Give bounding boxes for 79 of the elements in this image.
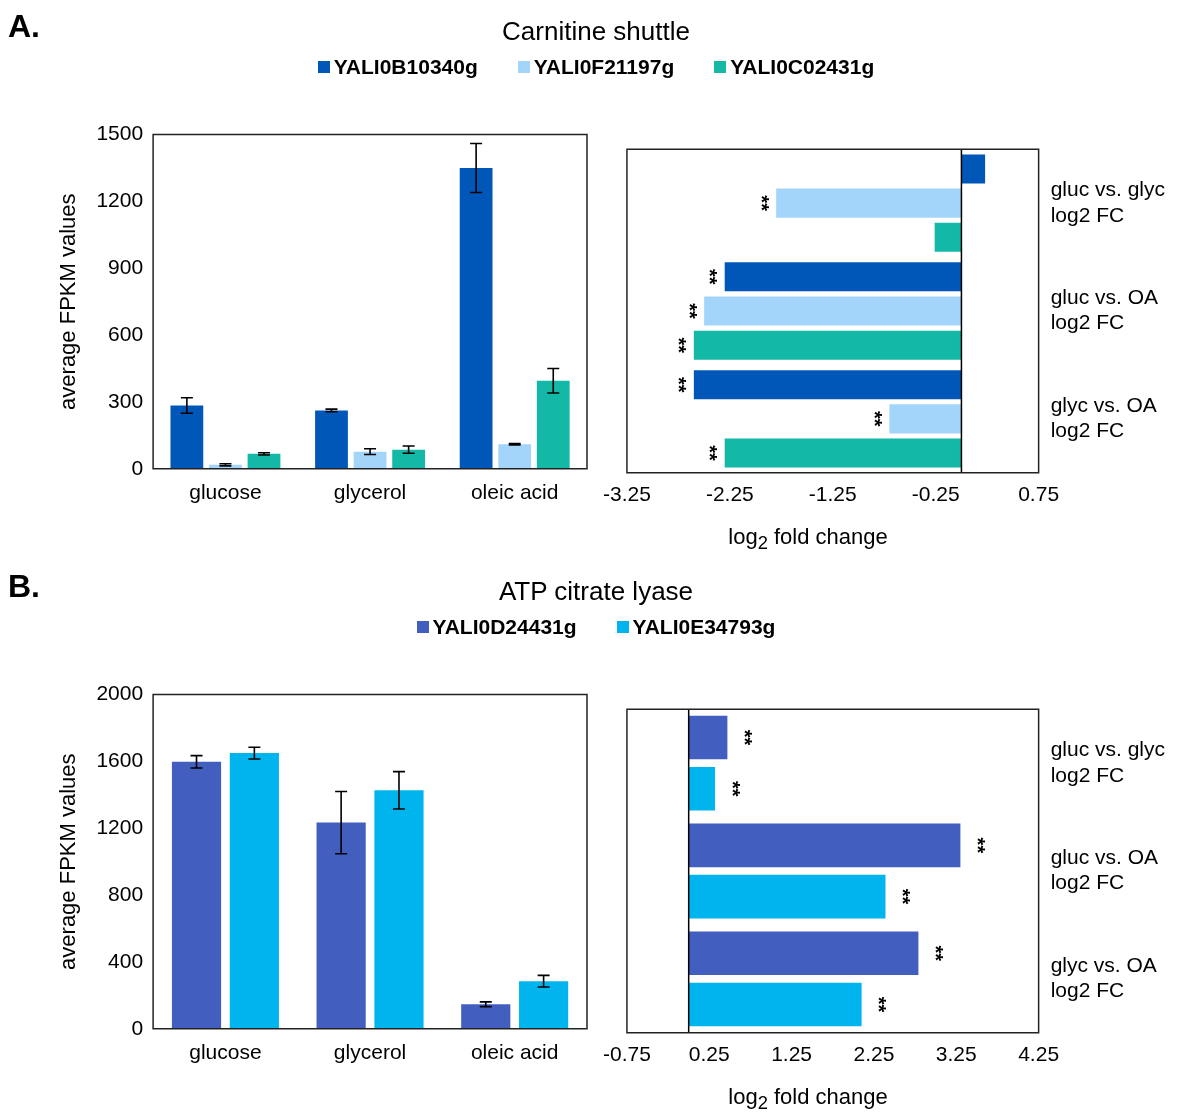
bar <box>688 823 961 868</box>
x-axis-title: log$_{2}$ fold change <box>727 524 889 555</box>
x-axis-title: log$_{2}$ fold change <box>727 1084 889 1115</box>
y-tick-label: 1500 <box>96 121 144 145</box>
x-tick-label: oleic acid <box>470 1040 559 1064</box>
y-axis-title: average FPKM values <box>55 193 81 410</box>
x-tick-label: -3.25 <box>603 482 651 506</box>
bar <box>498 444 532 469</box>
legend-label: YALI0F21197g <box>533 55 675 79</box>
data-label: ** <box>678 303 701 319</box>
y-tick-label: glyc vs. OA log2 FC <box>1050 953 1157 1002</box>
data-label: ** <box>699 445 722 462</box>
bar <box>688 931 919 976</box>
chart-title: ATP citrate lyase <box>498 576 694 606</box>
y-tick-label: 400 <box>108 948 144 972</box>
x-tick-label: -0.25 <box>911 482 960 506</box>
y-tick-label: gluc vs. glyc log2 FC <box>1050 177 1165 226</box>
x-tick-label: -0.75 <box>603 1042 651 1066</box>
bar <box>688 715 728 760</box>
y-tick-label: 900 <box>108 255 144 279</box>
data-label: ** <box>750 195 773 212</box>
x-tick-label: glycerol <box>333 480 407 504</box>
x-tick-label: -2.25 <box>705 482 754 506</box>
x-tick-label: 0.25 <box>688 1042 730 1066</box>
x-tick-label: -1.25 <box>808 482 857 506</box>
bar <box>170 405 204 469</box>
text: A. <box>8 8 40 45</box>
data-label: ** <box>733 729 756 746</box>
data-label: ** <box>668 337 691 354</box>
y-tick-label: 2000 <box>96 681 144 705</box>
bar <box>688 982 862 1027</box>
data-label: ** <box>699 269 722 285</box>
x-tick-label: glycerol <box>333 1040 407 1064</box>
y-tick-label: 0 <box>131 455 144 479</box>
bar <box>519 981 569 1029</box>
y-axis-title: average FPKM values <box>55 753 81 970</box>
y-tick-label: glyc vs. OA log2 FC <box>1050 393 1157 442</box>
legend-label: YALI0D24431g <box>432 615 577 639</box>
data-label: ** <box>868 996 891 1013</box>
data-label: ** <box>863 411 886 427</box>
x-tick-label: 2.25 <box>853 1042 895 1066</box>
y-tick-label: 600 <box>108 321 144 345</box>
bar <box>459 168 493 469</box>
data-label: ** <box>966 837 989 854</box>
bar <box>536 380 570 469</box>
text: B. <box>8 568 40 605</box>
legend-label: YALI0C02431g <box>730 55 875 79</box>
chart-title: Carnitine shuttle <box>502 16 690 46</box>
y-tick-label: gluc vs. glyc log2 FC <box>1050 737 1165 786</box>
legend-label: YALI0E34793g <box>632 615 776 639</box>
x-tick-label: 3.25 <box>935 1042 977 1066</box>
y-tick-label: 800 <box>108 881 144 905</box>
y-tick-label: gluc vs. OA log2 FC <box>1050 285 1158 334</box>
x-tick-label: glucose <box>189 1040 262 1064</box>
bar <box>315 410 348 469</box>
data-label: ** <box>891 888 914 905</box>
x-tick-label: oleic acid <box>470 480 559 504</box>
x-tick-label: glucose <box>189 480 262 504</box>
bar <box>171 761 222 1029</box>
y-tick-label: 1200 <box>96 815 144 839</box>
x-tick-label: 0.75 <box>1018 482 1060 506</box>
bar <box>374 790 424 1029</box>
bar <box>461 1004 511 1029</box>
bar <box>688 766 716 811</box>
bar <box>316 822 366 1029</box>
y-tick-label: 1600 <box>96 748 144 772</box>
bar <box>392 449 426 469</box>
bar <box>688 874 886 919</box>
y-tick-label: gluc vs. OA log2 FC <box>1050 845 1158 894</box>
data-label: ** <box>721 780 744 797</box>
legend-label: YALI0B10340g <box>333 55 478 79</box>
x-tick-label: 4.25 <box>1018 1042 1060 1066</box>
data-label: ** <box>924 945 947 962</box>
y-tick-label: 300 <box>108 388 144 412</box>
y-tick-label: 0 <box>131 1015 144 1039</box>
y-tick-label: 1200 <box>96 188 144 212</box>
data-label: ** <box>668 376 691 393</box>
bar <box>229 753 279 1029</box>
x-tick-label: 1.25 <box>771 1042 813 1066</box>
